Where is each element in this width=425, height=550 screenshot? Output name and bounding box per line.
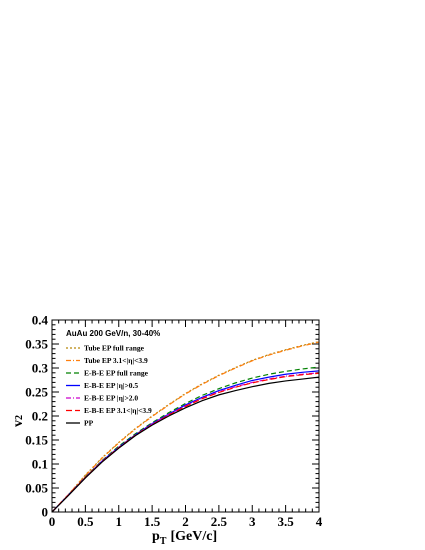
y-tick-label: 0.3	[32, 361, 49, 376]
plot-frame	[51, 319, 320, 513]
chart-annotation: AuAu 200 GeV/n, 30-40%	[66, 329, 160, 338]
x-tick-label: 2.5	[211, 514, 228, 529]
x-tick-label: 1.5	[144, 514, 161, 529]
series-line-4	[51, 370, 320, 513]
x-tick-label: 2	[182, 514, 189, 529]
tick-labels-layer: 0 0.5 1 1.5 2 2.5 3 3.5 4 0 0.05 0.1 0.15 0.2 0.25 0.3 0…	[25, 313, 323, 530]
y-axis-title-main: v	[11, 420, 26, 427]
x-axis-title-unit: [GeV/c]	[170, 529, 217, 544]
ticks-layer	[51, 319, 320, 513]
legend-entry: Tube EP full range	[84, 344, 145, 353]
y-tick-label: 0.25	[25, 385, 48, 400]
legend: AuAu 200 GeV/n, 30-40% Tube EP full rang…	[66, 329, 160, 428]
legend-entry: E-B-E EP 3.1<|η|<3.9	[84, 406, 152, 415]
x-tick-label: 3	[249, 514, 256, 529]
y-tick-label: 0.1	[32, 457, 48, 472]
legend-entry: PP	[84, 419, 94, 428]
x-tick-label: 3.5	[278, 514, 295, 529]
x-tick-label: 4	[316, 514, 323, 529]
x-axis-title: pT [GeV/c]	[152, 529, 217, 547]
legend-entry: E-B-E EP |η|>2.0	[84, 394, 138, 403]
y-tick-label: 0.05	[25, 481, 48, 496]
series-line-3	[51, 366, 320, 513]
y-tick-label: 0.2	[32, 409, 48, 424]
x-tick-label: 1	[116, 514, 123, 529]
y-axis-title: v2	[11, 415, 26, 427]
x-tick-label: 0.5	[77, 514, 94, 529]
legend-entry: Tube EP 3.1<|η|<3.9	[84, 356, 148, 365]
series-line-7	[51, 376, 320, 513]
legend-entry: E-B-E EP full range	[84, 369, 149, 378]
x-axis-title-main: p	[152, 529, 160, 544]
y-tick-label: 0.4	[32, 313, 49, 328]
y-tick-label: 0	[42, 505, 49, 520]
legend-entry: E-B-E EP |η|>0.5	[84, 381, 138, 390]
series-layer	[51, 341, 320, 513]
x-tick-label: 0	[49, 514, 56, 529]
y-axis-title-sub: 2	[14, 415, 25, 420]
x-axis-title-sub: T	[160, 536, 167, 547]
series-line-2	[51, 341, 320, 513]
y-tick-label: 0.35	[25, 337, 48, 352]
y-tick-label: 0.15	[25, 433, 48, 448]
